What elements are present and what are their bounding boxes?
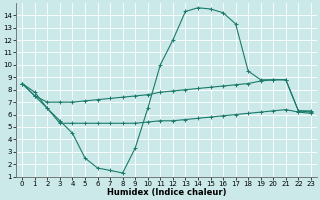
X-axis label: Humidex (Indice chaleur): Humidex (Indice chaleur) xyxy=(107,188,226,197)
